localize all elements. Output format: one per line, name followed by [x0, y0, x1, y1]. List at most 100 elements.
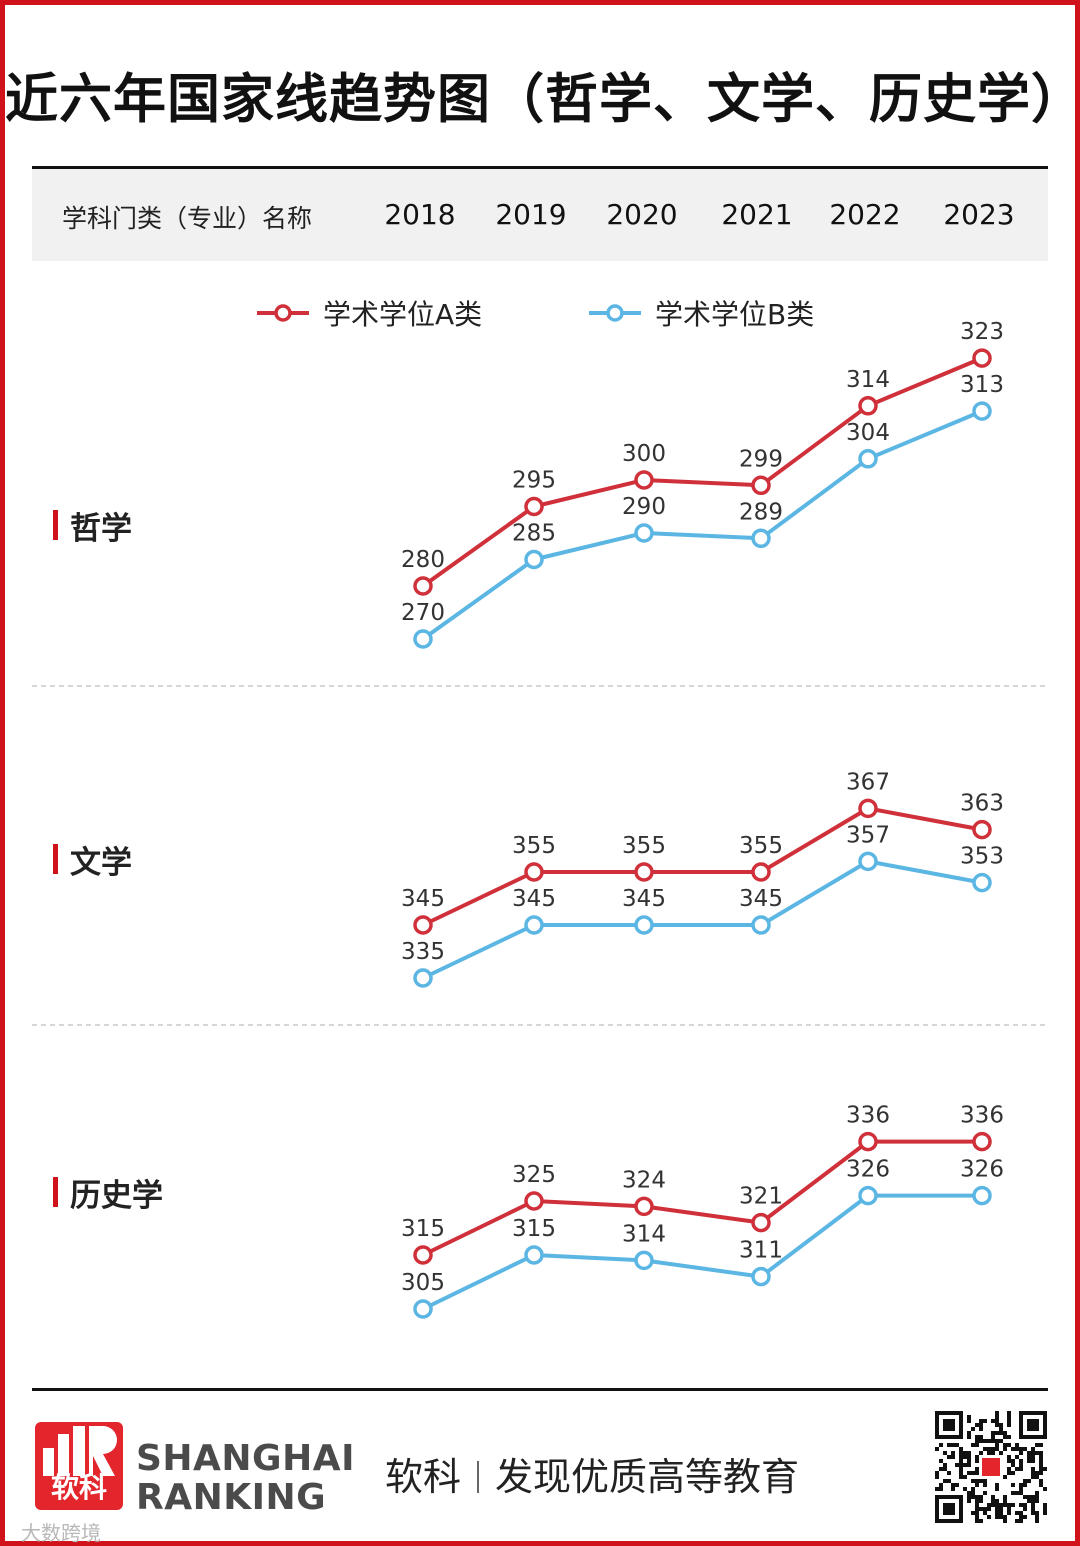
data-point-literature-b [634, 915, 654, 935]
qr-module [995, 1439, 999, 1443]
data-point-philosophy-b [972, 401, 992, 421]
qr-module [1031, 1511, 1035, 1515]
data-label-history-a: 336 [960, 1103, 1004, 1129]
qr-module [1007, 1435, 1011, 1439]
data-point-history-a [858, 1131, 878, 1152]
data-point-history-a [634, 1196, 654, 1217]
qr-module [979, 1495, 983, 1499]
qr-module [951, 1455, 955, 1459]
qr-module [947, 1471, 951, 1475]
qr-module [995, 1499, 999, 1503]
qr-module [1039, 1459, 1043, 1463]
qr-module [1039, 1451, 1043, 1455]
data-label-literature-a: 367 [846, 769, 890, 795]
qr-module [987, 1439, 991, 1443]
qr-module [971, 1479, 975, 1483]
header-year-2022: 2022 [829, 198, 901, 231]
qr-module [1027, 1499, 1031, 1503]
category-name: 文学 [70, 844, 132, 881]
qr-module [979, 1435, 983, 1439]
qr-module [1035, 1495, 1039, 1499]
category-name: 历史学 [70, 1177, 163, 1214]
qr-module [1007, 1503, 1011, 1507]
qr-module [991, 1495, 995, 1499]
data-label-history-a: 336 [846, 1103, 890, 1129]
data-point-history-b [972, 1185, 992, 1206]
qr-module [975, 1519, 979, 1523]
qr-module [1007, 1423, 1011, 1427]
series-line-philosophy-b [421, 409, 983, 641]
qr-module [987, 1515, 991, 1519]
qr-module [1003, 1503, 1007, 1507]
series-line-history-b [422, 1193, 982, 1311]
qr-module [1023, 1483, 1027, 1487]
qr-module [963, 1451, 967, 1455]
logo-bars-icon [43, 1426, 117, 1476]
qr-module [999, 1423, 1003, 1427]
qr-module [979, 1423, 983, 1427]
qr-module [1043, 1467, 1047, 1471]
qr-module [959, 1471, 963, 1475]
qr-module [991, 1439, 995, 1443]
qr-module [975, 1495, 979, 1499]
watermark: 大数跨境 [21, 1521, 101, 1545]
qr-module [999, 1511, 1003, 1515]
data-label-philosophy-a: 280 [401, 547, 445, 573]
qr-module [967, 1495, 971, 1499]
qr-module [959, 1459, 963, 1463]
data-point-history-a [413, 1245, 433, 1265]
qr-module [1015, 1519, 1019, 1523]
data-point-history-a [524, 1191, 544, 1211]
legend-label-b: 学术学位B类 [655, 298, 815, 331]
header-year-2019: 2019 [495, 198, 567, 231]
qr-module [995, 1411, 999, 1415]
qr-module [959, 1447, 963, 1451]
qr-module [1011, 1503, 1015, 1507]
qr-module [963, 1487, 967, 1491]
qr-module [1039, 1479, 1043, 1483]
qr-module [971, 1471, 975, 1475]
data-label-history-b: 305 [401, 1270, 445, 1296]
qr-module [1011, 1471, 1015, 1475]
qr-module [1043, 1511, 1047, 1515]
qr-module [983, 1439, 987, 1443]
qr-module [1023, 1503, 1027, 1507]
qr-module [979, 1519, 983, 1523]
qr-module [1019, 1467, 1023, 1471]
qr-module [1023, 1479, 1027, 1483]
slogan-separator [477, 1461, 480, 1493]
qr-module [1035, 1515, 1039, 1519]
qr-module [1035, 1443, 1039, 1447]
qr-module [1003, 1447, 1007, 1451]
qr-module [1007, 1443, 1011, 1447]
qr-finder [943, 1419, 955, 1431]
footer-divider [32, 1388, 1048, 1391]
qr-module [955, 1443, 959, 1447]
qr-module [935, 1475, 939, 1479]
qr-module [967, 1471, 971, 1475]
qr-module [1035, 1499, 1039, 1503]
qr-module [1031, 1475, 1035, 1479]
qr-module [1043, 1487, 1047, 1491]
qr-module [971, 1491, 975, 1495]
qr-module [999, 1431, 1003, 1435]
qr-module [1015, 1491, 1019, 1495]
qr-module [979, 1427, 983, 1431]
qr-module [959, 1467, 963, 1471]
qr-module [975, 1439, 979, 1443]
qr-module [975, 1511, 979, 1515]
slogan: 软科 发现优质高等教育 [385, 1446, 799, 1501]
qr-module [999, 1515, 1003, 1519]
qr-module [1027, 1451, 1031, 1455]
qr-module [1007, 1419, 1011, 1423]
qr-module [975, 1507, 979, 1511]
category-marker [53, 844, 58, 874]
qr-module [1031, 1471, 1035, 1475]
qr-module [943, 1479, 947, 1483]
qr-module [1019, 1503, 1023, 1507]
header-divider [32, 166, 1048, 169]
qr-module [975, 1459, 979, 1463]
qr-module [995, 1431, 999, 1435]
data-point-history-b [751, 1266, 771, 1287]
